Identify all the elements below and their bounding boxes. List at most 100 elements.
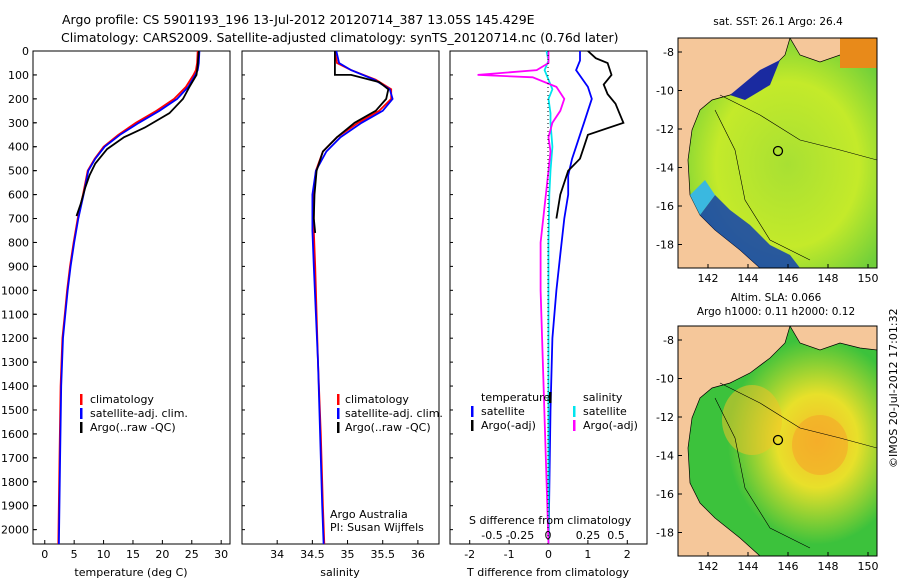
depth-tick-label: 1300 — [1, 356, 29, 369]
lat-tick-label: -12 — [656, 411, 674, 424]
series-line-s-argo — [477, 51, 566, 545]
lat-tick-label: -14 — [656, 450, 674, 463]
top-tick-label: -0.5 — [481, 529, 502, 542]
lon-tick-label: 146 — [778, 560, 799, 573]
temperature-panel-frame — [32, 50, 231, 545]
depth-tick-label: 1700 — [1, 452, 29, 465]
map2-title-2: Argo h1000: 0.11 h2000: 0.12 — [697, 306, 855, 318]
depth-tick-label: 700 — [8, 213, 29, 226]
lat-tick-label: -18 — [656, 239, 674, 252]
legend-label: Argo(..raw -QC) — [90, 421, 176, 434]
lat-tick-label: -16 — [656, 488, 674, 501]
x-tick-label: 25 — [185, 548, 199, 561]
legend-label: satellite — [583, 405, 627, 418]
lon-tick-label: 144 — [738, 272, 759, 285]
bathymetry-contour — [714, 382, 877, 549]
x-tick-label: 34 — [270, 548, 284, 561]
lon-tick-label: 150 — [858, 560, 879, 573]
legend-label: satellite-adj. clim. — [345, 407, 443, 420]
series-line-climatology — [57, 50, 199, 545]
lat-tick-label: -10 — [656, 85, 674, 98]
salinity-legend: climatology satellite-adj. clim. Argo(..… — [337, 393, 443, 434]
map2-frame — [677, 325, 878, 557]
land-png — [789, 326, 877, 351]
depth-tick-label: 1000 — [1, 284, 29, 297]
map1-axes: 142 144 146 148 150 -8 -10 -12 -14 -16 -18 — [656, 46, 878, 285]
sla-high-anomaly — [722, 385, 782, 455]
temperature-xlabel: temperature (deg C) — [74, 566, 187, 579]
x-tick-label: 35.5 — [370, 548, 395, 561]
lon-tick-label: 150 — [858, 272, 879, 285]
lon-tick-label: 144 — [738, 560, 759, 573]
x-tick-label: -2 — [464, 548, 475, 561]
legend-swatch-satellite — [80, 408, 83, 419]
x-tick-label: 1 — [584, 548, 591, 561]
legend-swatch-separator — [549, 392, 552, 403]
warm-water-patch — [840, 38, 877, 68]
cool-water-patch — [690, 180, 715, 215]
x-tick-label: 0 — [41, 548, 48, 561]
lon-tick-label: 148 — [818, 560, 839, 573]
depth-tick-label: 1900 — [1, 500, 29, 513]
series-line-satellite — [58, 50, 201, 545]
depth-tick-label: 1600 — [1, 428, 29, 441]
depth-tick-label: 1800 — [1, 476, 29, 489]
top-tick-label: -0.25 — [506, 529, 534, 542]
legend-heading-temperature: temperature — [481, 391, 550, 404]
depth-axis: 0 100 200 300 400 500 600 700 800 900 1000 1100 1200… — [1, 45, 37, 537]
depth-tick-label: 1400 — [1, 380, 29, 393]
lon-tick-label: 142 — [698, 560, 719, 573]
legend-label: satellite-adj. clim. — [90, 407, 188, 420]
temperature-legend: climatology satellite-adj. clim. Argo(..… — [80, 393, 188, 434]
imos-timestamp: ©IMOS 20-Jul-2012 17:01:32 — [887, 308, 900, 468]
x-tick-label: 34.5 — [300, 548, 325, 561]
salinity-panel-frame — [241, 50, 440, 545]
series-line-argo — [312, 51, 390, 233]
depth-tick-label: 0 — [22, 45, 29, 58]
legend-label: Argo(..raw -QC) — [345, 421, 431, 434]
s-difference-label: S difference from climatology — [469, 514, 632, 527]
x-tick-label: 5 — [71, 548, 78, 561]
series-line-t-argo — [555, 50, 625, 219]
x-tick-label: 0 — [545, 548, 552, 561]
depth-tick-label: 1200 — [1, 332, 29, 345]
legend-label: satellite — [481, 405, 525, 418]
depth-tick-label: 2000 — [1, 524, 29, 537]
legend-swatch-argo — [80, 422, 83, 433]
lon-tick-label: 142 — [698, 272, 719, 285]
depth-tick-label: 600 — [8, 189, 29, 202]
legend-swatch-s-argo — [573, 420, 576, 431]
argo-australia-label: Argo Australia — [330, 508, 408, 521]
sla-high-anomaly — [792, 415, 848, 475]
argo-position-marker — [772, 145, 784, 157]
map2-axes: 142 144 146 148 150 -8 -10 -12 -14 -16 -18 — [656, 334, 878, 573]
x-tick-label: 36 — [411, 548, 425, 561]
legend-swatch-t-satellite — [471, 406, 474, 417]
top-tick-label: 0.25 — [576, 529, 601, 542]
legend-label: Argo(-adj) — [481, 419, 536, 432]
depth-tick-label: 500 — [8, 165, 29, 178]
legend-heading-salinity: salinity — [583, 391, 623, 404]
legend-swatch-satellite — [337, 408, 340, 419]
legend-swatch-t-argo — [471, 420, 474, 431]
legend-swatch-argo — [337, 422, 340, 433]
depth-tick-label: 400 — [8, 141, 29, 154]
argo-position-marker — [772, 434, 784, 446]
legend-swatch-s-satellite — [573, 406, 576, 417]
difference-xlabel: T difference from climatology — [466, 566, 629, 579]
salinity-plot: 34 34.5 35 35.5 36 — [242, 50, 425, 561]
depth-tick-label: 800 — [8, 236, 29, 249]
land-australia — [678, 326, 791, 556]
x-tick-label: 10 — [97, 548, 111, 561]
lat-tick-label: -8 — [663, 334, 674, 347]
depth-tick-label: 1500 — [1, 404, 29, 417]
legend-label: climatology — [345, 393, 409, 406]
x-tick-label: 30 — [214, 548, 228, 561]
lon-tick-label: 146 — [778, 272, 799, 285]
legend-label: Argo(-adj) — [583, 419, 638, 432]
header-line-2: Climatology: CARS2009. Satellite-adjuste… — [61, 30, 618, 45]
temperature-plot: 0 5 10 15 20 25 30 — [33, 50, 228, 561]
cool-water-strait — [730, 60, 780, 100]
sla-map — [678, 326, 877, 556]
